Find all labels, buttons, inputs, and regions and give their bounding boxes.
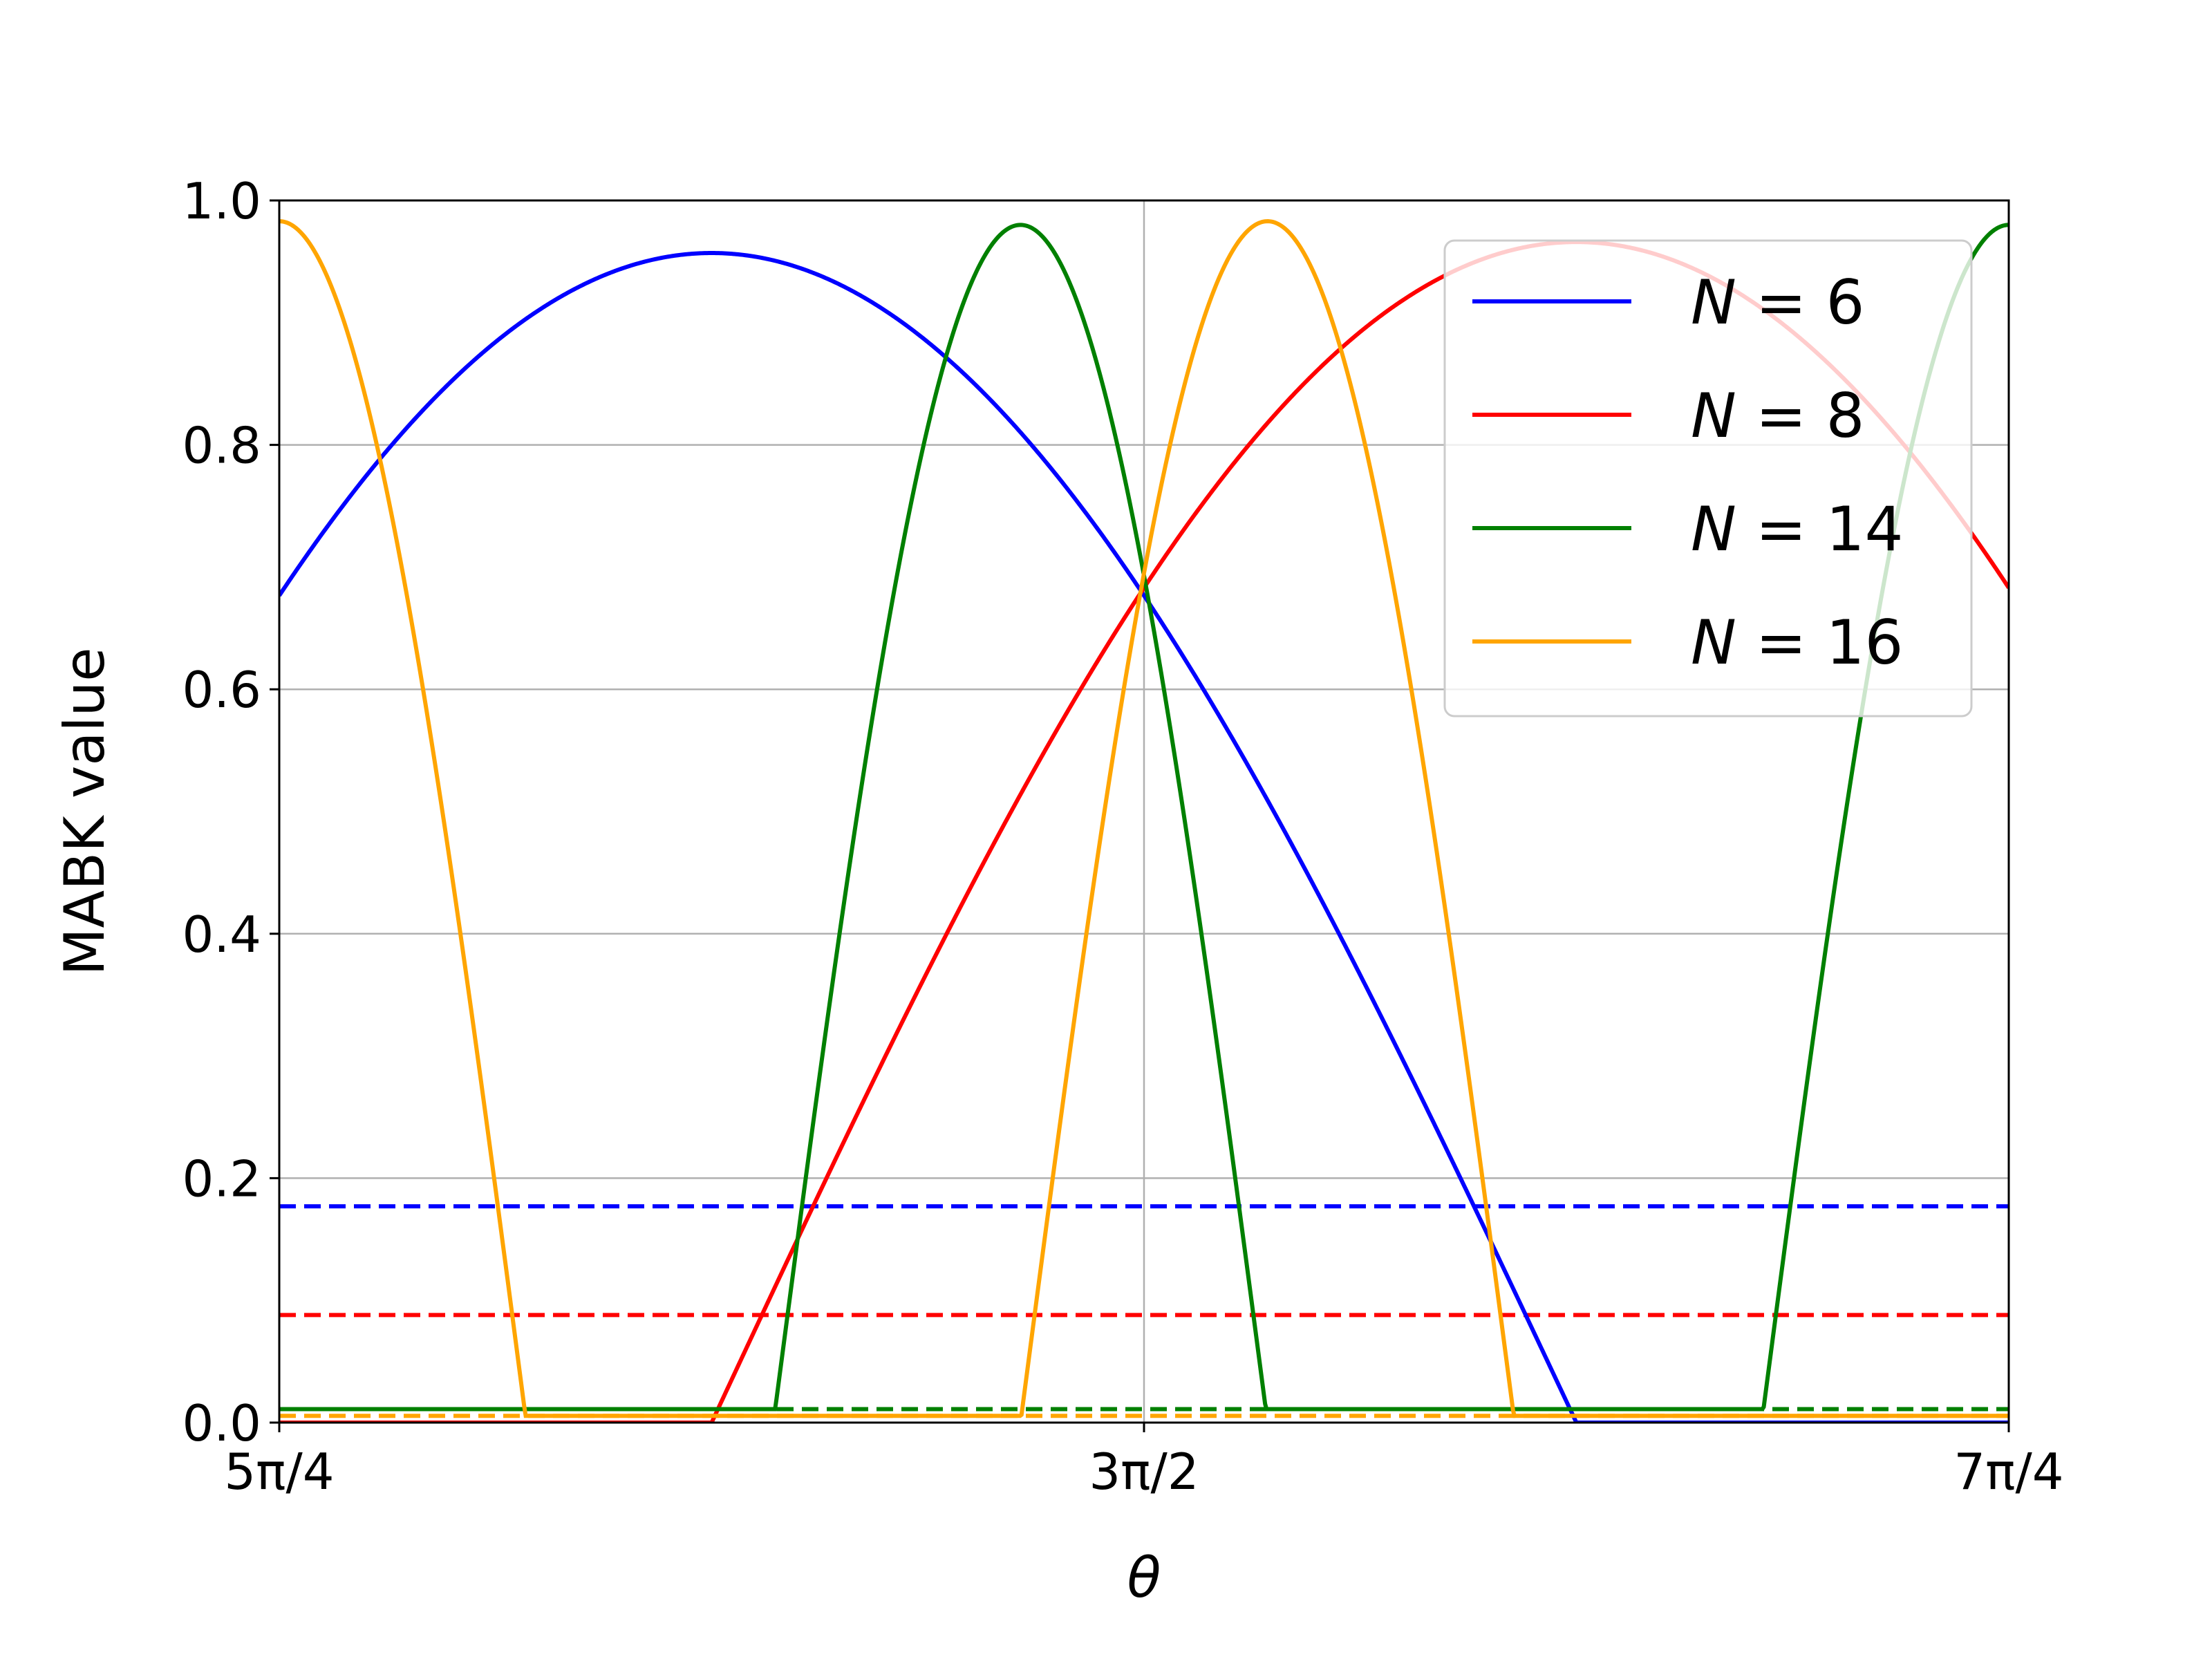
x-tick-label: 3π/2 [1089, 1443, 1199, 1501]
legend: N = 6 N = 8 N = 14 N = 16 [1443, 239, 1973, 718]
y-tick-label: 0.8 [182, 417, 261, 475]
legend-label-14: N = 14 [1691, 494, 1904, 565]
y-axis-title: MABK value [53, 647, 117, 975]
plot-area [279, 219, 2009, 1423]
y-tick-label: 0.2 [182, 1150, 261, 1208]
y-tick-label: 0.0 [182, 1394, 261, 1452]
y-tick-label: 1.0 [182, 172, 261, 230]
axis-ticks: 0.0 0.2 0.4 0.6 0.8 1.0 5π/4 3π/2 7π/4 [182, 172, 2063, 1501]
y-tick-label: 0.4 [182, 906, 261, 964]
x-tick-label: 7π/4 [1953, 1443, 2063, 1501]
series-line-16 [279, 219, 2009, 1418]
legend-label-16: N = 16 [1691, 607, 1904, 678]
series-line-6 [279, 251, 2009, 1423]
legend-label-6: N = 6 [1691, 267, 1865, 338]
legend-label-8: N = 8 [1691, 380, 1865, 451]
y-tick-label: 0.6 [182, 661, 261, 719]
legend-box [1443, 239, 1973, 718]
x-axis-title: θ [1127, 1546, 1161, 1610]
x-tick-label: 5π/4 [224, 1443, 334, 1501]
